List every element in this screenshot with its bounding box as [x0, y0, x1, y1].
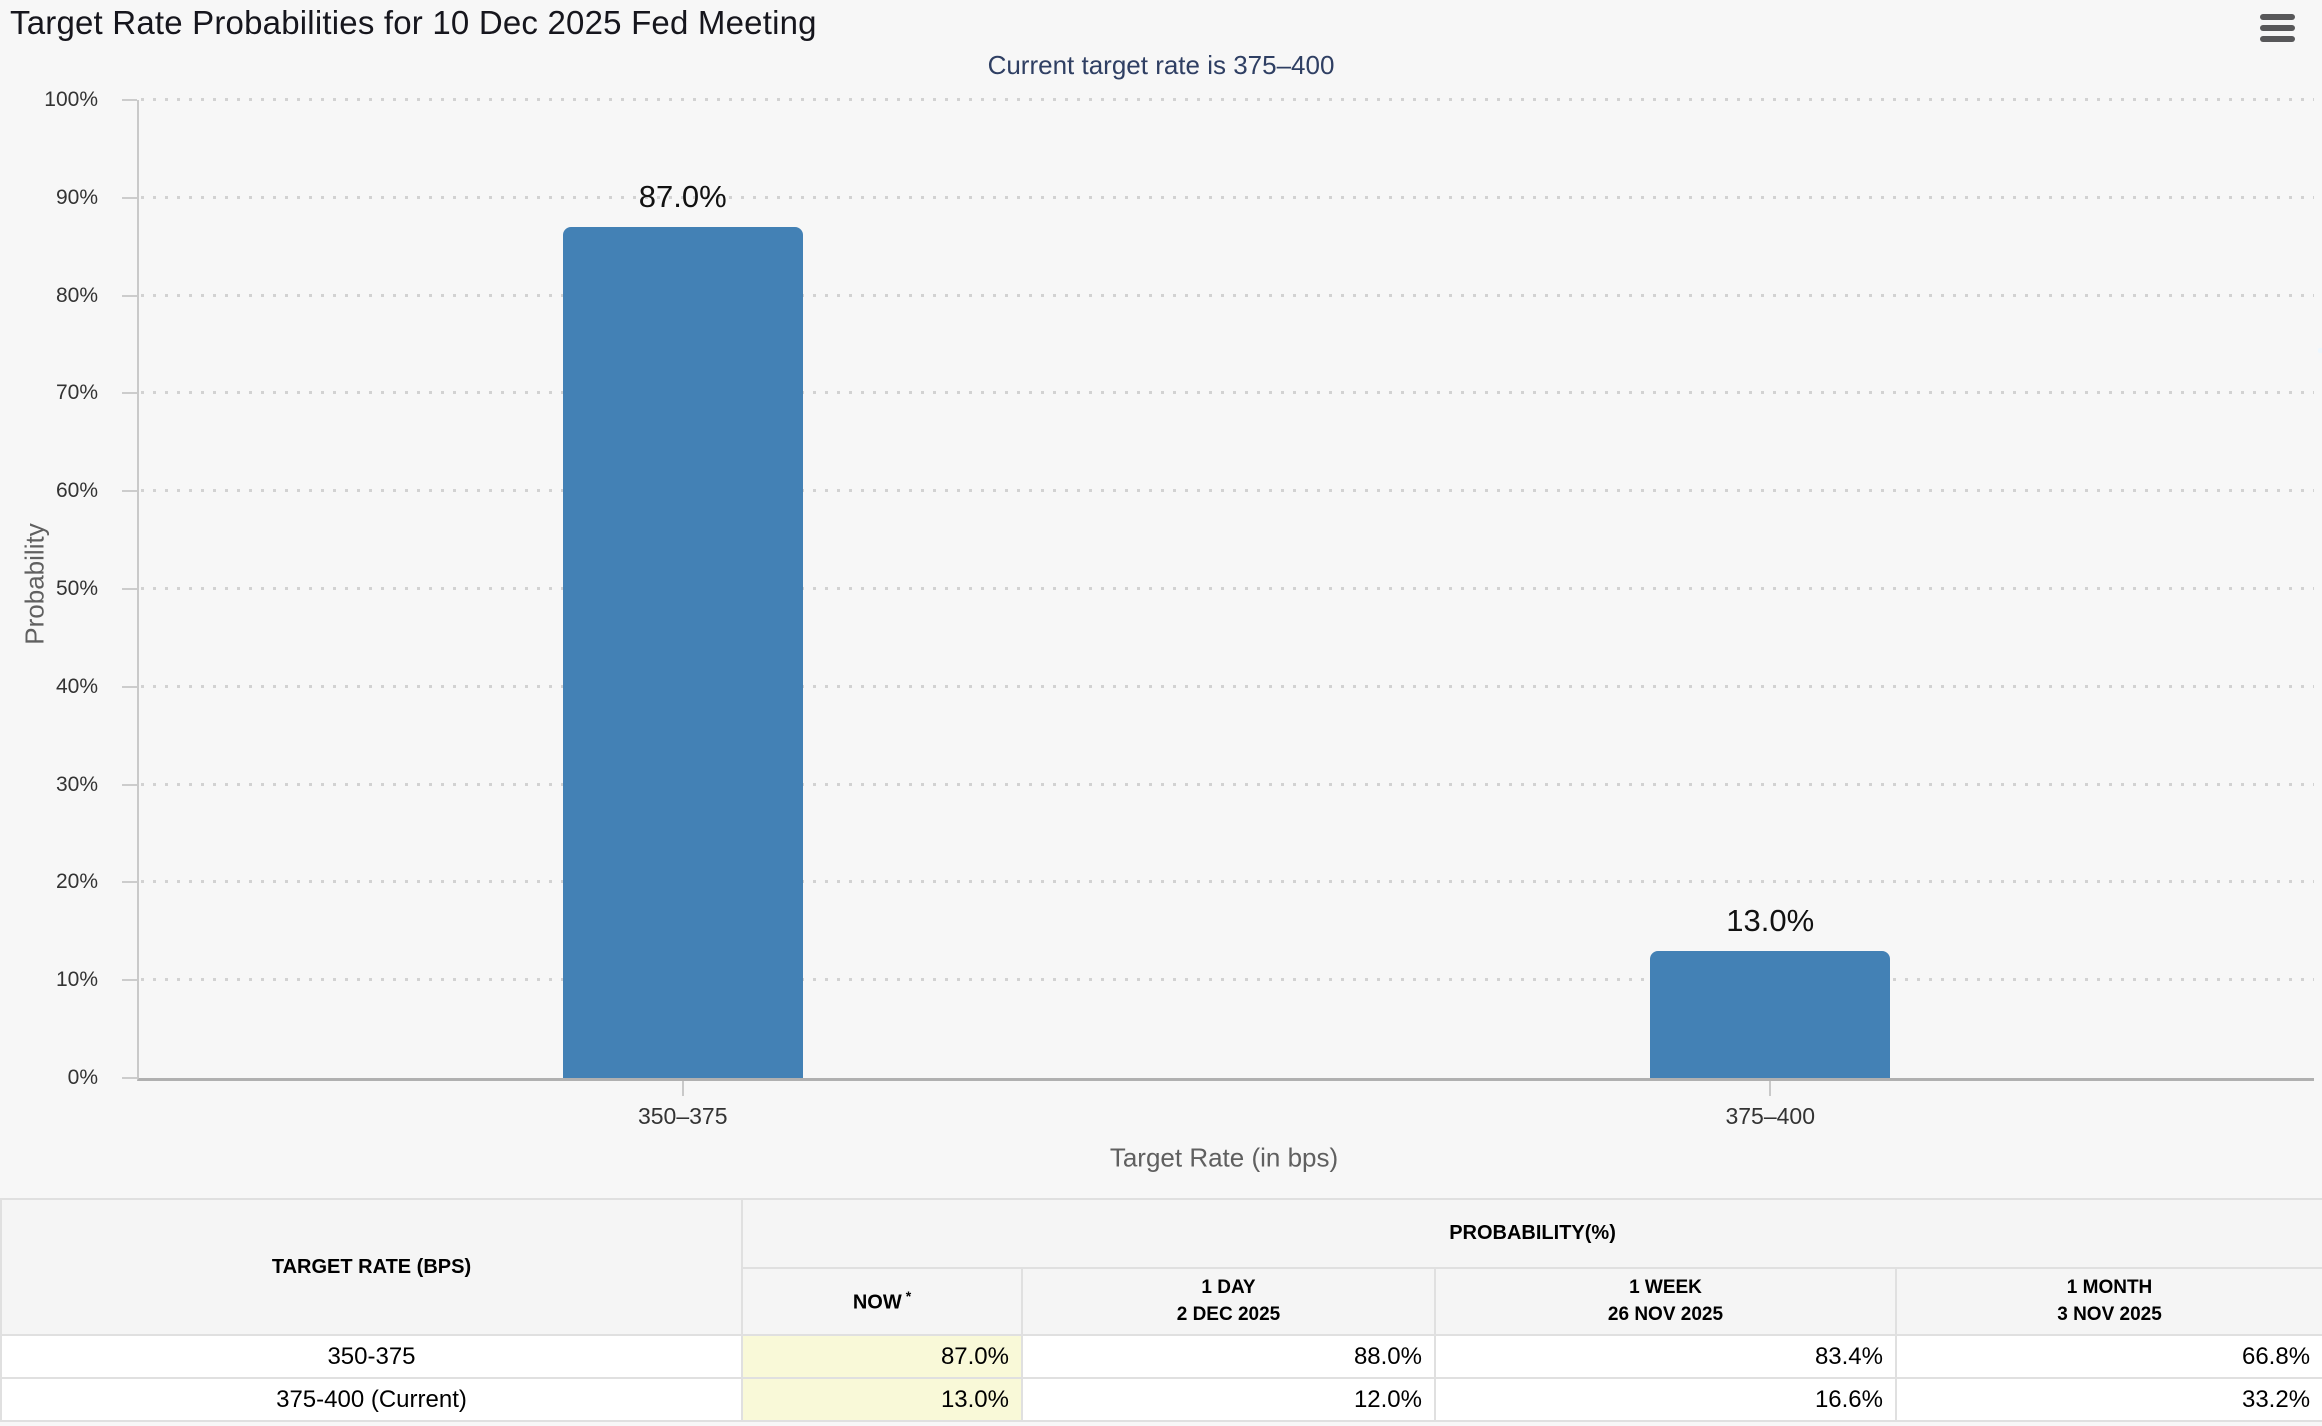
y-axis-tick-mark	[122, 490, 137, 493]
col-header-1-day: 1 DAY 2 DEC 2025	[1021, 1267, 1436, 1336]
y-axis-tick-label: 100%	[44, 88, 98, 111]
bar-value-label: 13.0%	[1726, 902, 1815, 938]
y-axis-tick-label: 90%	[55, 185, 98, 209]
y-axis-labels: 0% 10% 20% 30% 40% 50% 60% 70% 80% 90% 100%	[0, 88, 118, 1089]
chart-menu-button[interactable]	[2258, 10, 2298, 46]
bar-375–400[interactable]	[1650, 950, 1891, 1078]
x-axis-category-label: 375–400	[1725, 1103, 1816, 1129]
y-gridline	[141, 98, 2314, 101]
y-axis-tick-mark	[122, 392, 137, 395]
probability-table: TARGET RATE (BPS) PROBABILITY(%) NOW * 1 …	[0, 1198, 2322, 1422]
y-gridline	[141, 978, 2314, 982]
chart-title: Target Rate Probabilities for 10 Dec 202…	[10, 4, 817, 41]
day-probability-cell: 88.0%	[1021, 1334, 1436, 1379]
rate-cell: 350-375	[0, 1334, 743, 1379]
y-gridline	[141, 880, 2314, 884]
y-gridline	[141, 489, 2314, 493]
y-axis-tick-label: 60%	[55, 479, 98, 503]
y-axis-tick-mark	[122, 196, 137, 199]
week-probability-cell: 83.4%	[1434, 1334, 1897, 1379]
month-probability-cell: 33.2%	[1894, 1377, 2322, 1422]
table-row-350-375: 350-375 87.0% 88.0% 83.4% 66.8%	[0, 1334, 2322, 1379]
month-probability-cell: 66.8%	[1894, 1334, 2322, 1379]
y-axis-tick-mark	[122, 99, 137, 101]
probability-chart: Target Rate Probabilities for 10 Dec 202…	[10, 4, 2322, 1173]
y-gridline	[141, 391, 2314, 395]
y-axis-tick-mark	[122, 783, 137, 786]
y-axis-tick-label: 30%	[55, 772, 98, 796]
y-axis-tick-label: 70%	[55, 381, 98, 405]
hamburger-icon	[2260, 36, 2295, 42]
y-axis-tick-mark	[122, 979, 137, 982]
y-axis-tick-label: 10%	[55, 968, 98, 992]
y-gridline	[141, 684, 2314, 688]
bar-value-label: 87.0%	[638, 179, 727, 215]
now-asterisk: *	[905, 1287, 912, 1304]
now-probability-cell: 87.0%	[741, 1334, 1023, 1379]
y-axis-tick-mark	[122, 588, 137, 590]
x-axis-category-label: 350–375	[637, 1103, 728, 1129]
now-probability-cell: 13.0%	[741, 1377, 1023, 1422]
bar-350–375[interactable]	[562, 227, 803, 1078]
col-header-target-rate: TARGET RATE (BPS)	[0, 1198, 743, 1336]
y-axis-tick-mark	[122, 294, 137, 297]
y-axis-tick-mark	[122, 881, 137, 884]
chart-subtitle: Current target rate is 375–400	[987, 50, 1335, 80]
y-gridline	[141, 195, 2314, 199]
col-group-header-probability: PROBABILITY(%)	[740, 1198, 2322, 1269]
y-axis-tick-mark	[122, 1077, 137, 1079]
table-row-375-400-current: 375-400 (Current) 13.0% 12.0% 16.6% 33.2…	[0, 1377, 2322, 1422]
watermark-dash	[2317, 347, 2322, 353]
x-axis-title: Target Rate (in bps)	[1109, 1142, 1339, 1173]
col-header-now: NOW *	[741, 1267, 1023, 1336]
y-axis-tick-label: 80%	[55, 283, 98, 307]
y-axis-tick-label: 20%	[55, 870, 98, 894]
day-probability-cell: 12.0%	[1021, 1377, 1436, 1422]
y-axis-title: Probability	[19, 523, 50, 645]
rate-cell: 375-400 (Current)	[0, 1377, 743, 1422]
y-gridline	[141, 587, 2314, 590]
plot-area: 0% 10% 20% 30% 40% 50% 60% 70% 80% 90% 100% Q 87.0…	[44, 88, 2322, 1129]
x-axis-tick-mark	[1769, 1081, 1772, 1096]
y-axis-tick-label: 0%	[67, 1066, 98, 1089]
col-header-1-week: 1 WEEK 26 NOV 2025	[1434, 1267, 1897, 1336]
y-axis-tick-label: 50%	[55, 577, 98, 600]
y-gridline	[141, 293, 2314, 297]
y-gridline	[141, 782, 2314, 786]
col-header-1-month: 1 MONTH 3 NOV 2025	[1894, 1267, 2322, 1336]
y-axis-tick-mark	[122, 685, 137, 688]
y-axis-tick-label: 40%	[55, 674, 98, 698]
week-probability-cell: 16.6%	[1434, 1377, 1897, 1422]
x-axis-tick-mark	[681, 1081, 684, 1096]
hamburger-icon	[2260, 14, 2295, 20]
quikstrike-watermark-logo: Q	[2297, 204, 2322, 369]
hamburger-icon	[2260, 25, 2295, 31]
